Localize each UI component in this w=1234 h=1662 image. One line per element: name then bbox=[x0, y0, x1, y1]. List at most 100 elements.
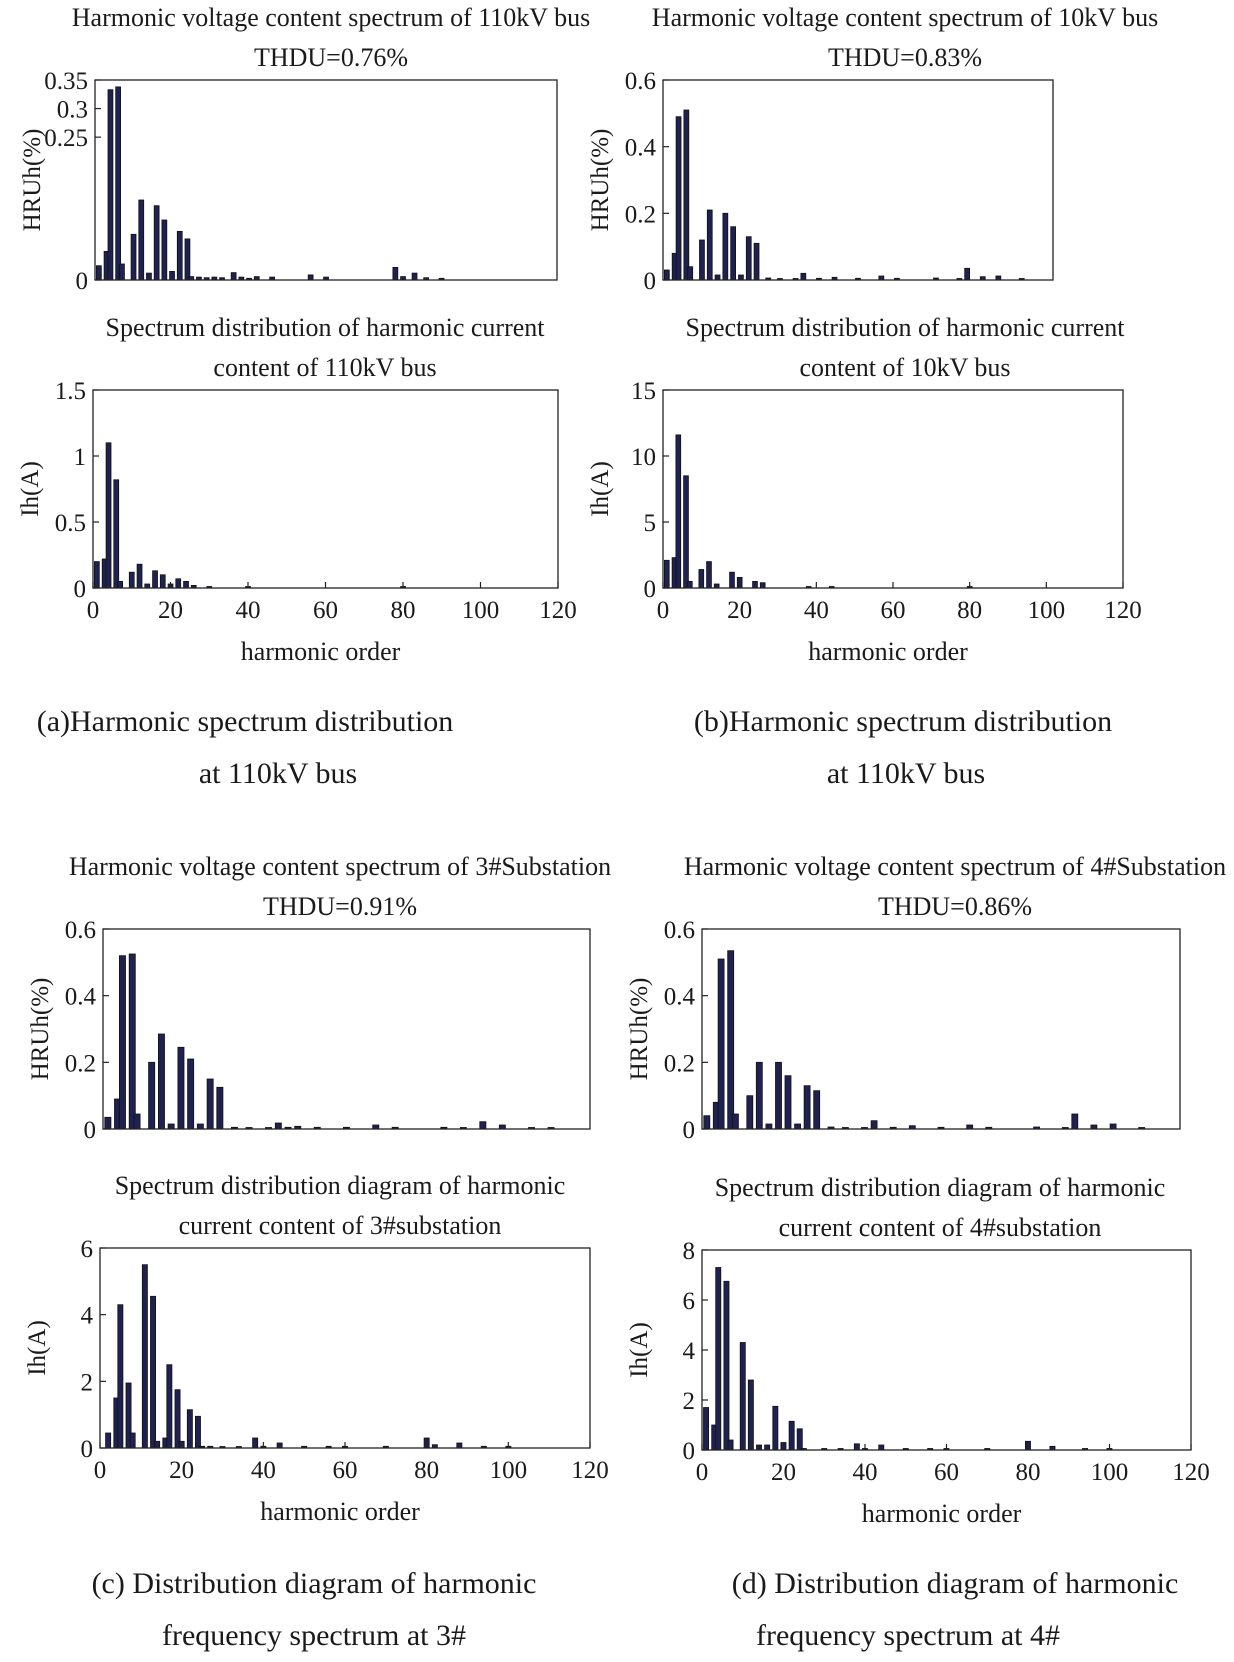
bar bbox=[727, 1439, 734, 1451]
x-tick-label: 60 bbox=[881, 597, 906, 624]
caption-b-line2: at 110kV bus bbox=[827, 757, 985, 790]
x-tick-label: 60 bbox=[333, 1457, 358, 1484]
chart-subtitle: THDU=0.86% bbox=[878, 892, 1032, 921]
bar bbox=[175, 578, 182, 589]
bar bbox=[752, 581, 758, 589]
bar bbox=[96, 265, 102, 281]
bar bbox=[136, 563, 143, 589]
y-axis-label: Ih(A) bbox=[24, 1320, 51, 1376]
chart-title: Spectrum distribution diagram of harmoni… bbox=[715, 1173, 1166, 1202]
bar bbox=[664, 559, 670, 589]
y-tick-label: 0 bbox=[74, 576, 87, 603]
y-tick-label: 5 bbox=[644, 510, 657, 537]
bar bbox=[105, 442, 112, 589]
bar bbox=[714, 274, 721, 281]
bar bbox=[206, 1078, 214, 1130]
bar bbox=[276, 1442, 283, 1449]
chart-c-voltage: Harmonic voltage content spectrum of 3#S… bbox=[27, 852, 611, 1144]
chart-b-voltage: Harmonic voltage content spectrum of 10k… bbox=[587, 3, 1158, 295]
plot-frame bbox=[701, 928, 1181, 1130]
x-tick-label: 80 bbox=[957, 597, 982, 624]
bar bbox=[154, 1440, 161, 1449]
chart-a-voltage: Harmonic voltage content spectrum of 110… bbox=[19, 3, 590, 295]
caption-a-line2: at 110kV bus bbox=[199, 757, 357, 790]
bar bbox=[117, 581, 123, 589]
y-tick-label: 0.35 bbox=[44, 68, 88, 95]
plot-frame bbox=[662, 79, 1054, 281]
bar bbox=[176, 230, 183, 281]
y-tick-label: 0.6 bbox=[65, 917, 96, 944]
bar bbox=[133, 1113, 141, 1130]
y-axis-label: HRUh(%) bbox=[626, 978, 653, 1081]
x-tick-label: 100 bbox=[490, 1457, 528, 1484]
x-tick-label: 100 bbox=[1091, 1459, 1129, 1486]
y-tick-label: 1 bbox=[74, 444, 87, 471]
bar bbox=[174, 1389, 181, 1449]
y-tick-label: 0.2 bbox=[65, 1050, 96, 1077]
bar bbox=[727, 950, 735, 1130]
x-tick-label: 40 bbox=[804, 597, 829, 624]
bar bbox=[788, 1420, 795, 1451]
bar bbox=[687, 581, 693, 589]
y-tick-label: 0 bbox=[76, 268, 89, 295]
chart-title: Harmonic voltage content spectrum of 3#S… bbox=[69, 852, 611, 881]
caption-c-line1: (c) Distribution diagram of harmonic bbox=[92, 1567, 537, 1600]
x-tick-label: 60 bbox=[934, 1459, 959, 1486]
y-tick-label: 0.4 bbox=[65, 984, 97, 1011]
chart-subtitle: content of 10kV bus bbox=[799, 353, 1010, 382]
x-tick-label: 120 bbox=[571, 1457, 609, 1484]
bar bbox=[675, 116, 682, 281]
y-tick-label: 10 bbox=[631, 444, 656, 471]
y-tick-label: 15 bbox=[631, 378, 656, 405]
bar bbox=[146, 272, 152, 281]
plot-frame bbox=[94, 79, 558, 281]
y-tick-label: 0.25 bbox=[44, 125, 88, 152]
y-tick-label: 0.2 bbox=[664, 1050, 695, 1077]
y-tick-label: 0 bbox=[644, 576, 657, 603]
bar bbox=[775, 1061, 782, 1130]
bar bbox=[698, 569, 705, 589]
bar bbox=[152, 570, 158, 589]
chart-subtitle: current content of 3#substation bbox=[179, 1211, 502, 1240]
chart-subtitle: content of 110kV bus bbox=[213, 353, 436, 382]
bar bbox=[141, 1264, 148, 1449]
bar bbox=[1071, 1113, 1079, 1130]
bar bbox=[796, 1428, 803, 1451]
chart-subtitle: THDU=0.76% bbox=[254, 43, 408, 72]
chart-subtitle: THDU=0.91% bbox=[263, 892, 417, 921]
chart-title: Spectrum distribution of harmonic curren… bbox=[685, 313, 1125, 342]
bar bbox=[878, 1444, 885, 1451]
bar bbox=[130, 233, 137, 281]
chart-a-current: Spectrum distribution of harmonic curren… bbox=[17, 313, 577, 666]
bar bbox=[800, 272, 807, 281]
y-tick-label: 4 bbox=[81, 1303, 94, 1330]
y-axis-label: HRUh(%) bbox=[587, 129, 614, 232]
bar bbox=[104, 1116, 112, 1130]
bar bbox=[759, 582, 766, 589]
x-tick-label: 20 bbox=[727, 597, 752, 624]
bar bbox=[119, 263, 125, 281]
bar bbox=[177, 1046, 185, 1130]
x-tick-label: 20 bbox=[169, 1457, 194, 1484]
bar bbox=[117, 1304, 124, 1449]
y-tick-label: 0 bbox=[683, 1117, 696, 1144]
bar bbox=[186, 1409, 193, 1449]
y-tick-label: 0 bbox=[84, 1117, 97, 1144]
bar bbox=[307, 274, 314, 281]
bar bbox=[745, 236, 752, 281]
x-tick-label: 100 bbox=[462, 597, 500, 624]
bar bbox=[456, 1442, 463, 1449]
bar bbox=[683, 475, 689, 589]
y-axis-label: Ih(A) bbox=[626, 1322, 653, 1378]
x-tick-label: 0 bbox=[87, 597, 100, 624]
caption-b-line1: (b)Harmonic spectrum distribution bbox=[694, 705, 1112, 738]
caption-d-line1: (d) Distribution diagram of harmonic bbox=[732, 1567, 1179, 1600]
bar bbox=[216, 1086, 224, 1130]
x-tick-label: 20 bbox=[771, 1459, 796, 1486]
bar bbox=[753, 242, 760, 281]
bar bbox=[723, 1280, 730, 1451]
chart-title: Spectrum distribution of harmonic curren… bbox=[105, 313, 545, 342]
bar bbox=[738, 274, 744, 281]
x-axis-label: harmonic order bbox=[260, 1497, 420, 1526]
